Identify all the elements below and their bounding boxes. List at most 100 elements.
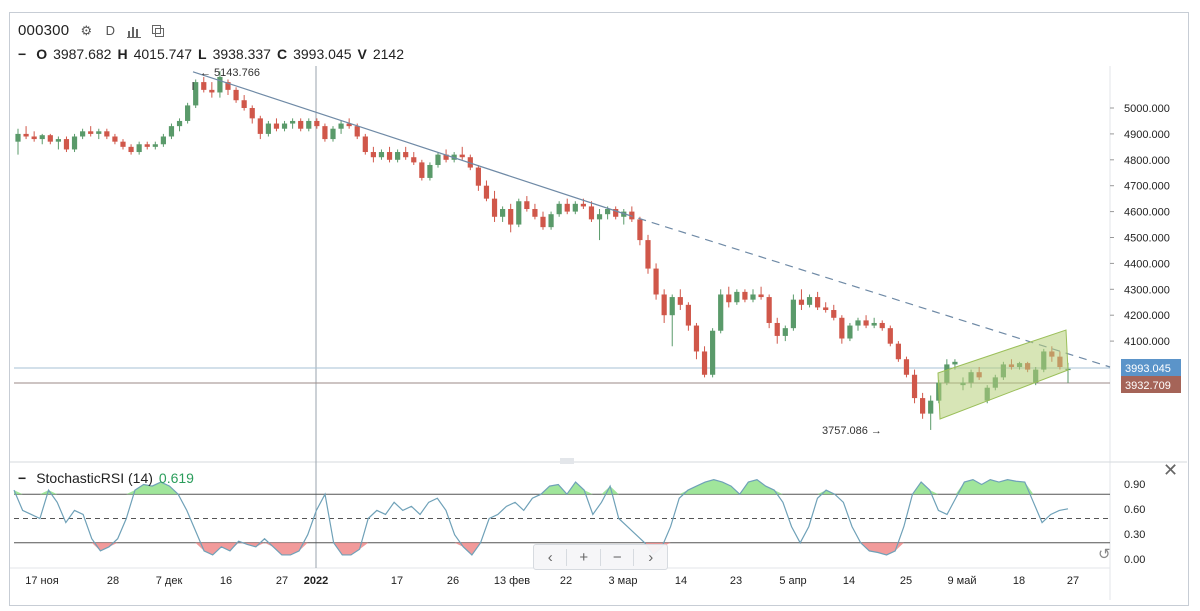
indicators-icon[interactable]	[127, 24, 142, 38]
candle-body	[847, 325, 853, 339]
candle-body	[879, 322, 885, 329]
chart-frame	[9, 12, 1189, 606]
candle-body	[225, 82, 231, 90]
candle-body	[23, 133, 29, 137]
candle-body	[80, 131, 86, 137]
candle-body	[120, 141, 126, 147]
x-tick-label: 3 мар	[609, 575, 638, 587]
x-tick-label: 17	[391, 575, 403, 587]
candle-body	[265, 123, 271, 134]
current-price-badge-label: 3993.045	[1125, 363, 1171, 375]
previous-price-badge-label: 3932.709	[1125, 380, 1171, 392]
candle-body	[483, 185, 490, 199]
candle-body	[516, 201, 522, 225]
candle-body	[63, 139, 70, 150]
candle-body	[443, 154, 449, 160]
trendline-solid	[192, 71, 626, 215]
candle-body	[403, 152, 409, 158]
candle-body	[15, 133, 21, 142]
y-tick-label: 4500.000	[1124, 233, 1170, 245]
toolbar: 000300 ⚙ D	[18, 22, 165, 39]
stoch-tick-label: 0.90	[1124, 479, 1145, 491]
stoch-tick-label: 0.30	[1124, 529, 1145, 541]
candle-body	[774, 322, 780, 336]
candle-body	[370, 152, 376, 158]
candle-body	[758, 294, 764, 298]
candle-body	[863, 320, 869, 326]
candle-body	[273, 123, 280, 129]
candle-body	[911, 374, 918, 399]
x-tick-label: 17 ноя	[25, 575, 58, 587]
candle-body	[508, 209, 514, 225]
y-tick-label: 4700.000	[1124, 181, 1170, 193]
x-tick-label: 9 май	[948, 575, 977, 587]
indicator-value: 0.619	[158, 470, 194, 486]
y-tick-label: 4300.000	[1124, 284, 1170, 296]
candle-body	[209, 89, 215, 93]
x-tick-label: 23	[730, 575, 742, 587]
candle-body	[677, 297, 683, 305]
candle-body	[564, 203, 570, 212]
close-label: C	[276, 46, 288, 62]
candle-body	[790, 299, 796, 329]
candle-body	[395, 152, 401, 160]
candle-body	[71, 136, 78, 150]
scroll-right-button[interactable]: ›	[648, 548, 654, 566]
candle-body	[661, 294, 667, 316]
candle-body	[112, 136, 118, 142]
candle-body	[160, 136, 166, 145]
indicator-name[interactable]: StochasticRSI (14)	[36, 470, 153, 486]
x-tick-label: 14	[843, 575, 855, 587]
x-tick-label: 27	[1067, 575, 1079, 587]
indicator-collapse-icon[interactable]: −	[18, 470, 27, 486]
collapse-icon[interactable]: −	[18, 46, 27, 62]
stoch-tick-label: 0.00	[1124, 554, 1145, 566]
open-label: O	[36, 46, 48, 62]
close-indicator-icon[interactable]: ✕	[1163, 460, 1179, 480]
compare-icon[interactable]	[151, 24, 165, 38]
candle-body	[104, 131, 110, 137]
candle-body	[306, 120, 312, 129]
low-annotation: 3757.086 →	[822, 425, 882, 437]
zoom-in-button[interactable]: +	[568, 548, 601, 566]
candle-body	[806, 297, 813, 305]
candle-body	[241, 100, 247, 108]
candle-body	[39, 135, 45, 140]
symbol-label[interactable]: 000300	[18, 22, 70, 39]
high-annotation: ← 5143.766	[200, 67, 260, 79]
gear-icon[interactable]: ⚙	[80, 22, 93, 38]
x-tick-label: 14	[675, 575, 687, 587]
pane-resize-handle	[560, 458, 574, 464]
candle-body	[871, 322, 877, 326]
y-tick-label: 4400.000	[1124, 258, 1170, 270]
y-tick-label: 4900.000	[1124, 129, 1170, 141]
candle-body	[217, 76, 223, 93]
candle-body	[669, 297, 675, 316]
candle-body	[435, 154, 441, 165]
interval-label[interactable]: D	[105, 23, 115, 38]
candle-body	[580, 203, 586, 207]
x-tick-label: 5 апр	[779, 575, 806, 587]
candle-body	[766, 297, 772, 323]
zoom-out-button[interactable]: −	[601, 548, 635, 566]
candle-body	[637, 219, 643, 241]
candle-body	[952, 361, 958, 365]
candle-body	[419, 162, 425, 178]
candle-body	[31, 136, 37, 140]
candle-body	[185, 105, 191, 121]
candle-body	[314, 120, 320, 127]
candle-body	[532, 209, 538, 217]
candle-body	[540, 216, 546, 228]
candle-body	[47, 135, 53, 142]
x-tick-label: 26	[447, 575, 459, 587]
scroll-left-button[interactable]: ‹	[534, 548, 568, 566]
candle-body	[855, 320, 861, 326]
x-tick-label: 28	[107, 575, 119, 587]
close-value: 3993.045	[293, 46, 352, 62]
candle-body	[839, 317, 845, 339]
reset-icon[interactable]: ↺	[1098, 546, 1111, 563]
candle-body	[298, 120, 304, 129]
candle-body	[685, 304, 691, 326]
candle-body	[201, 82, 207, 90]
